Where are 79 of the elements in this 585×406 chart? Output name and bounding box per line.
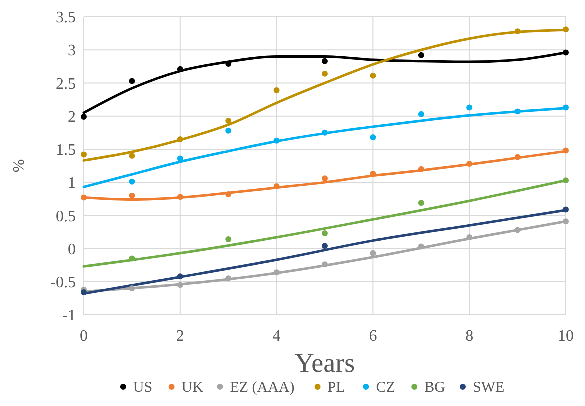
x-tick-label: 0 (80, 328, 88, 345)
point (322, 176, 328, 182)
point (563, 206, 569, 213)
point (274, 270, 280, 276)
legend-label: UK (182, 380, 204, 396)
point (81, 152, 87, 158)
point (177, 136, 184, 142)
point (129, 286, 136, 292)
legend-label: SWE (473, 380, 505, 396)
point (563, 178, 569, 184)
y-tick-label: 2 (68, 108, 76, 126)
point (129, 78, 136, 84)
point (81, 194, 87, 201)
point (322, 243, 328, 250)
point (177, 194, 184, 200)
point (322, 58, 328, 64)
x-axis-title: Years (294, 348, 356, 378)
legend-label: PL (328, 380, 346, 396)
point (81, 114, 87, 120)
y-tick-label: -1 (62, 308, 76, 325)
legend-label: BG (424, 380, 446, 396)
point (563, 104, 569, 111)
point (418, 244, 424, 250)
point (129, 178, 136, 185)
point (370, 134, 376, 141)
point (177, 66, 184, 72)
y-tick-label: 1.5 (56, 142, 76, 160)
y-tick-label: -0.5 (50, 274, 76, 292)
point (563, 26, 569, 33)
point (129, 153, 136, 160)
point (514, 28, 521, 35)
x-tick-label: 2 (176, 328, 184, 345)
point (274, 184, 280, 190)
y-tick-label: 0.5 (56, 208, 76, 226)
legend-label: EZ (AAA) (230, 380, 295, 396)
point (563, 218, 569, 225)
point (226, 118, 232, 124)
point (466, 161, 473, 167)
x-tick-label: 10 (558, 328, 574, 345)
y-tick-label: 3 (68, 42, 76, 60)
point (226, 236, 232, 242)
point (514, 227, 521, 234)
point (514, 108, 521, 115)
point (81, 290, 87, 296)
point (322, 262, 328, 268)
point (274, 138, 280, 144)
point (226, 128, 232, 134)
point (274, 88, 280, 94)
point (563, 148, 569, 154)
y-tick-label: 3.5 (56, 10, 76, 27)
legend-label: US (133, 380, 153, 396)
point (129, 256, 136, 262)
x-tick-label: 4 (272, 328, 281, 345)
x-tick-label: 8 (466, 328, 474, 345)
legend-label: CZ (376, 380, 396, 396)
point (129, 192, 136, 199)
point (514, 154, 521, 160)
y-tick-label: 0 (68, 241, 76, 258)
point (322, 230, 328, 237)
point (322, 70, 328, 77)
point (466, 104, 473, 111)
point (418, 111, 424, 118)
point (418, 52, 424, 58)
y-axis-title: % (11, 159, 28, 173)
y-tick-label: 1 (68, 175, 76, 192)
point (370, 250, 376, 256)
point (370, 72, 376, 79)
y-tick-label: 2.5 (56, 76, 76, 93)
point (322, 130, 328, 136)
point (563, 50, 569, 56)
point (226, 276, 232, 282)
point (418, 166, 424, 172)
point (177, 274, 184, 280)
point (418, 200, 424, 206)
point (226, 191, 232, 198)
point (177, 282, 184, 288)
x-tick-label: 6 (369, 328, 378, 345)
point (466, 234, 473, 240)
point (177, 156, 184, 162)
